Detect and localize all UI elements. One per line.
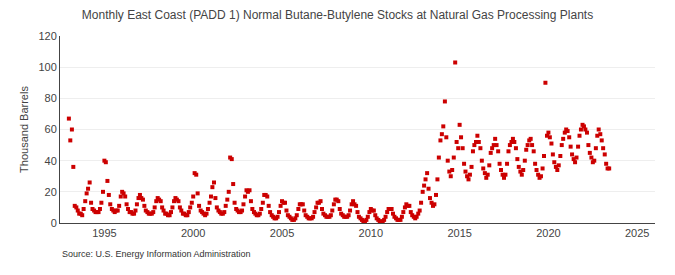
svg-text:2005: 2005 [270,227,294,239]
svg-text:20: 20 [45,186,57,198]
svg-text:2020: 2020 [536,227,560,239]
svg-text:2025: 2025 [625,227,649,239]
svg-text:2000: 2000 [181,227,205,239]
svg-text:2015: 2015 [447,227,471,239]
svg-text:1995: 1995 [92,227,116,239]
svg-text:0: 0 [51,217,57,229]
svg-text:120: 120 [38,30,56,42]
svg-text:100: 100 [38,61,56,73]
svg-text:Source: U.S. Energy Informatio: Source: U.S. Energy Information Administ… [62,249,251,259]
svg-text:Thousand Barrels: Thousand Barrels [18,86,30,173]
svg-text:Monthly East Coast (PADD 1) No: Monthly East Coast (PADD 1) Normal Butan… [82,8,593,22]
svg-text:40: 40 [45,155,57,167]
svg-text:80: 80 [45,92,57,104]
svg-text:60: 60 [45,123,57,135]
svg-text:2010: 2010 [359,227,383,239]
